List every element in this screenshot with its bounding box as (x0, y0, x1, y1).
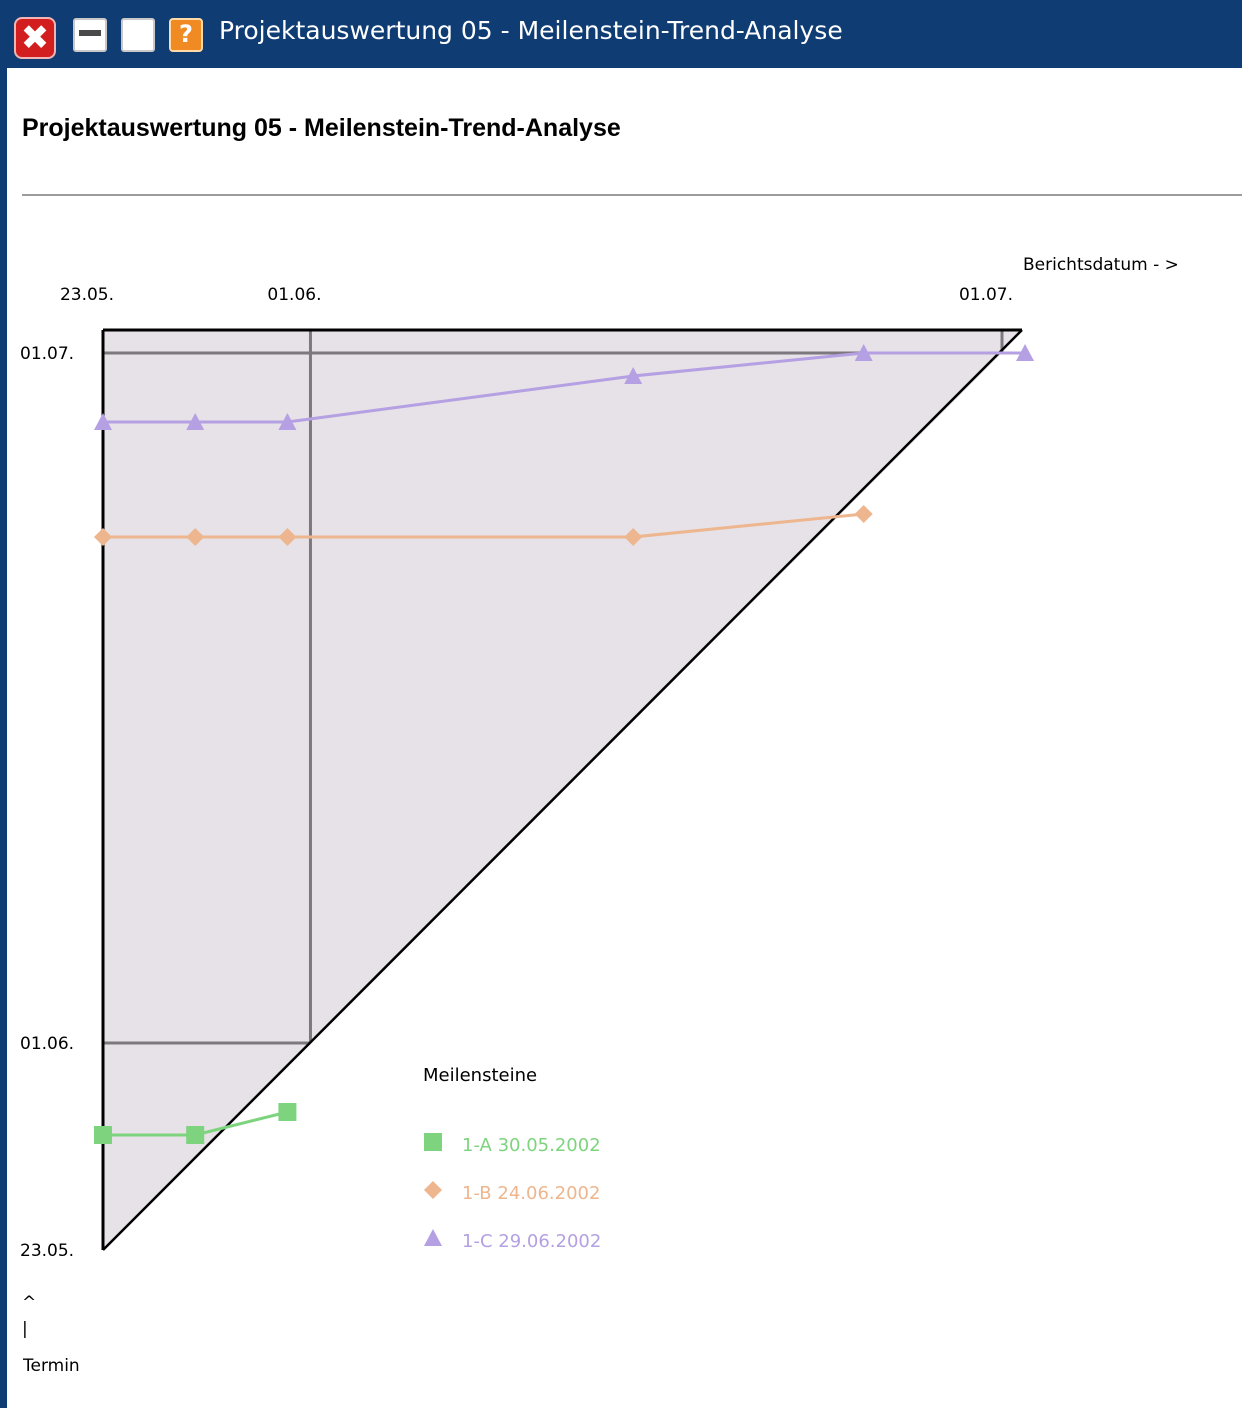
series-line-1-C (103, 351, 1026, 424)
y-tick-label-1: 01.06. (20, 1034, 74, 1054)
data-point-1-C-5 (1016, 344, 1035, 361)
y-axis-arrow-stem: | (22, 1319, 28, 1339)
y-axis-label: Termin (22, 1356, 80, 1376)
legend-entry-1-B: 1-B 24.06.2002 (462, 1183, 600, 1204)
close-icon-glyph: ✖ (20, 18, 50, 58)
maximize-icon[interactable] (121, 18, 155, 52)
x-axis-label: Berichtsdatum - > (1023, 255, 1179, 275)
data-point-1-A-2 (278, 1103, 297, 1121)
legend-entry-1-C: 1-C 29.06.2002 (462, 1231, 601, 1252)
data-point-1-A-0 (94, 1126, 112, 1144)
data-point-1-B-1 (186, 528, 205, 546)
data-point-1-C-0 (94, 413, 112, 430)
y-tick-label-0: 23.05. (20, 1241, 74, 1261)
legend-marker-1-C (424, 1229, 442, 1246)
page-title: Projektauswertung 05 - Meilenstein-Trend… (22, 114, 621, 142)
data-point-1-B-4 (854, 505, 873, 523)
data-point-1-B-0 (94, 528, 112, 546)
data-point-1-C-2 (278, 413, 297, 430)
window-titlebar: ✖ ? Projektauswertung 05 - Meilenstein-T… (0, 0, 1242, 68)
data-point-1-C-1 (186, 413, 205, 430)
x-tick-label-1: 01.06. (267, 285, 321, 305)
y-tick-label-2: 01.07. (20, 344, 74, 364)
data-point-1-C-3 (624, 367, 643, 384)
diagonal-line (102, 329, 1023, 1251)
x-tick-label-0: 23.05. (60, 285, 114, 305)
y-axis-arrow: ^ (22, 1293, 36, 1313)
data-point-1-B-3 (624, 528, 643, 546)
legend-marker-1-B (424, 1181, 442, 1199)
window-frame-left (0, 68, 7, 1408)
data-point-1-C-4 (854, 344, 873, 361)
heading-divider (22, 194, 1242, 196)
legend-entry-1-A: 1-A 30.05.2002 (462, 1135, 601, 1156)
help-icon-glyph: ? (179, 20, 193, 48)
x-tick-label-2: 01.07. (959, 285, 1013, 305)
legend-marker-1-A (424, 1133, 442, 1151)
minimize-icon[interactable] (73, 18, 107, 52)
data-point-1-B-2 (278, 528, 297, 546)
window-title: Projektauswertung 05 - Meilenstein-Trend… (219, 16, 843, 45)
legend-title: Meilensteine (423, 1065, 537, 1086)
close-icon[interactable]: ✖ (14, 17, 56, 59)
data-point-1-A-1 (186, 1126, 205, 1144)
help-icon[interactable]: ? (169, 18, 203, 52)
